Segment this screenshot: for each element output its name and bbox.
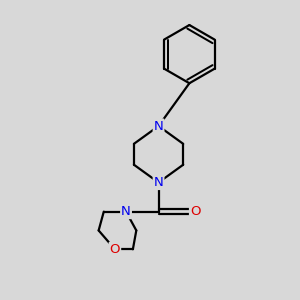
Text: N: N [154, 119, 164, 133]
Text: O: O [190, 205, 200, 218]
Text: N: N [154, 176, 164, 189]
Text: O: O [110, 243, 120, 256]
Text: N: N [121, 205, 131, 218]
